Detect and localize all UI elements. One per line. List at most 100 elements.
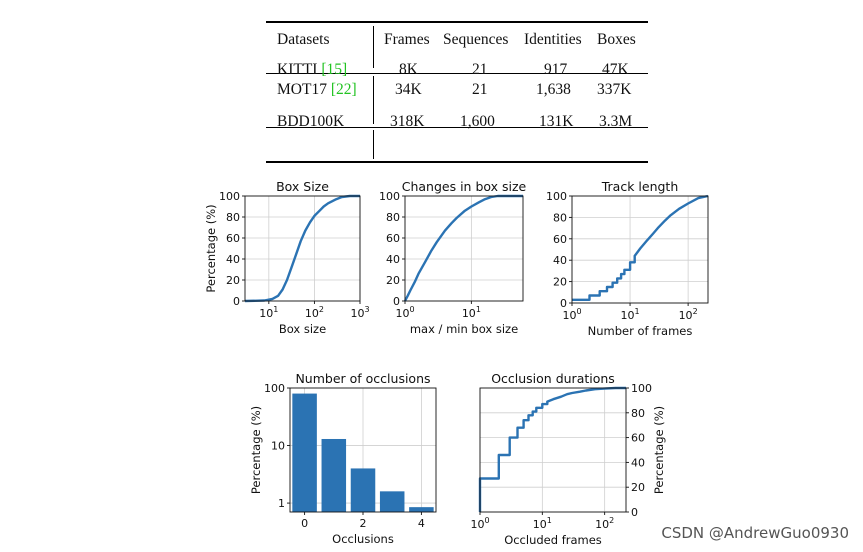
header-sequences: Sequences — [443, 31, 509, 48]
plot-frame — [571, 195, 709, 304]
data-series-line — [403, 194, 523, 302]
y-tick-label: 80 — [386, 211, 400, 224]
y-tick-label: 100 — [379, 190, 400, 203]
header-datasets: Datasets — [277, 31, 330, 48]
y-tick-label: 10 — [271, 440, 285, 453]
header-frames: Frames — [384, 31, 430, 48]
y-tick-label: 100 — [219, 190, 240, 203]
y-tick-label: 100 — [631, 382, 652, 395]
y-axis-label: Percentage (%) — [204, 204, 218, 292]
occlusion-count-chart: Number of occlusions 1 10 100 0 2 4 Occlusions P… — [249, 371, 437, 546]
x-axis-label: Occluded frames — [504, 533, 602, 547]
y-tick-label: 60 — [386, 232, 400, 245]
x-tick-label: 2 — [360, 517, 367, 530]
y-tick-label: 80 — [553, 211, 567, 224]
row-name-mot17: MOT17 [22] — [277, 81, 357, 98]
y-axis-label: Percentage (%) — [249, 406, 263, 494]
chart-title: Changes in box size — [402, 179, 527, 194]
y-tick-label: 80 — [631, 407, 645, 420]
y-axis-label: Percentage (%) — [652, 406, 666, 494]
y-tick-label: 0 — [631, 506, 638, 519]
x-tick-label: 101 — [621, 307, 640, 322]
y-tick-label: 20 — [386, 274, 400, 287]
y-tick-label: 1 — [278, 497, 285, 510]
table-cell: 8K — [399, 61, 418, 78]
table-cell: 1,600 — [460, 113, 495, 130]
x-tick-label: 102 — [305, 305, 324, 320]
box-size-change-chart: Changes in box size 0 20 40 60 80 100 100 101 max… — [379, 179, 527, 336]
y-tick-label: 60 — [553, 233, 567, 246]
x-tick-label: 102 — [595, 516, 614, 531]
table-cell: 917 — [544, 61, 568, 78]
header-identities: Identities — [524, 31, 582, 48]
y-tick-label: 0 — [393, 295, 400, 308]
y-tick-label: 40 — [386, 253, 400, 266]
citation-link[interactable]: [22] — [330, 81, 357, 98]
y-tick-label: 80 — [226, 211, 240, 224]
table-bottom-rule — [266, 161, 648, 163]
bar — [292, 393, 317, 512]
table-top-rule — [266, 21, 648, 23]
watermark: CSDN @AndrewGuo0930 — [661, 524, 849, 542]
plot-frame — [244, 195, 361, 302]
data-series-line — [244, 194, 360, 303]
y-tick-label: 20 — [553, 276, 567, 289]
x-axis-label: Box size — [279, 322, 326, 336]
table-cell: 131K — [539, 113, 574, 130]
chart-title: Occlusion durations — [491, 371, 615, 386]
track-length-chart: Track length 0 20 40 60 80 100 100 101 102 Number … — [546, 179, 709, 338]
x-tick-label: 101 — [533, 516, 552, 531]
y-tick-label: 40 — [631, 456, 645, 469]
x-axis-label: max / min box size — [410, 322, 518, 336]
plot-frame — [479, 387, 627, 513]
y-tick-label: 60 — [631, 432, 645, 445]
y-tick-label: 100 — [264, 382, 285, 395]
y-tick-label: 0 — [233, 295, 240, 308]
table-column-divider — [373, 26, 374, 68]
x-tick-label: 102 — [679, 307, 698, 322]
data-series-line — [572, 194, 709, 301]
x-tick-label: 4 — [418, 517, 425, 530]
x-axis-label: Number of frames — [588, 324, 693, 338]
y-tick-label: 0 — [560, 297, 567, 310]
x-tick-label: 101 — [259, 305, 278, 320]
chart-title: Box Size — [276, 179, 329, 194]
box-size-chart: Box Size 0 20 40 60 80 100 101 102 103 Box size Per… — [204, 179, 370, 336]
bar — [321, 438, 347, 512]
x-tick-label: 100 — [562, 307, 581, 322]
table-header-rule — [266, 73, 648, 74]
bar — [409, 507, 434, 512]
table-cell: 47K — [602, 61, 629, 78]
y-tick-label: 20 — [631, 481, 645, 494]
row-name-bdd100k: BDD100K — [277, 113, 345, 130]
row-name-kitti: KITTI [15] — [277, 61, 348, 78]
plot-frame — [404, 195, 524, 302]
chart-title: Number of occlusions — [295, 371, 430, 386]
citation-link[interactable]: [15] — [321, 61, 348, 78]
y-tick-label: 60 — [226, 232, 240, 245]
table-cell: 318K — [390, 113, 425, 130]
y-tick-label: 20 — [226, 274, 240, 287]
y-tick-label: 40 — [553, 254, 567, 267]
bar — [379, 491, 405, 512]
y-tick-label: 100 — [546, 190, 567, 203]
table-cell: 1,638 — [536, 81, 571, 98]
table-cell: 21 — [472, 81, 488, 98]
bar — [350, 468, 376, 512]
data-series-line — [478, 386, 626, 512]
x-tick-label: 101 — [462, 305, 481, 320]
occlusion-duration-chart: Occlusion durations 0 20 40 60 80 100 100 101 102… — [470, 371, 666, 547]
table-mid-rule — [266, 127, 648, 128]
table-cell: 34K — [395, 81, 422, 98]
chart-title: Track length — [601, 179, 679, 194]
x-tick-label: 103 — [350, 305, 369, 320]
dataset-comparison-table: Datasets Frames Sequences Identities Box… — [266, 21, 648, 163]
plot-frame — [289, 387, 437, 513]
table-column-divider — [373, 76, 374, 124]
header-boxes: Boxes — [597, 31, 636, 48]
x-tick-label: 100 — [395, 305, 414, 320]
table-cell: 3.3M — [599, 113, 633, 130]
x-tick-label: 0 — [301, 517, 308, 530]
table-cell: 21 — [472, 61, 488, 78]
y-tick-label: 40 — [226, 253, 240, 266]
